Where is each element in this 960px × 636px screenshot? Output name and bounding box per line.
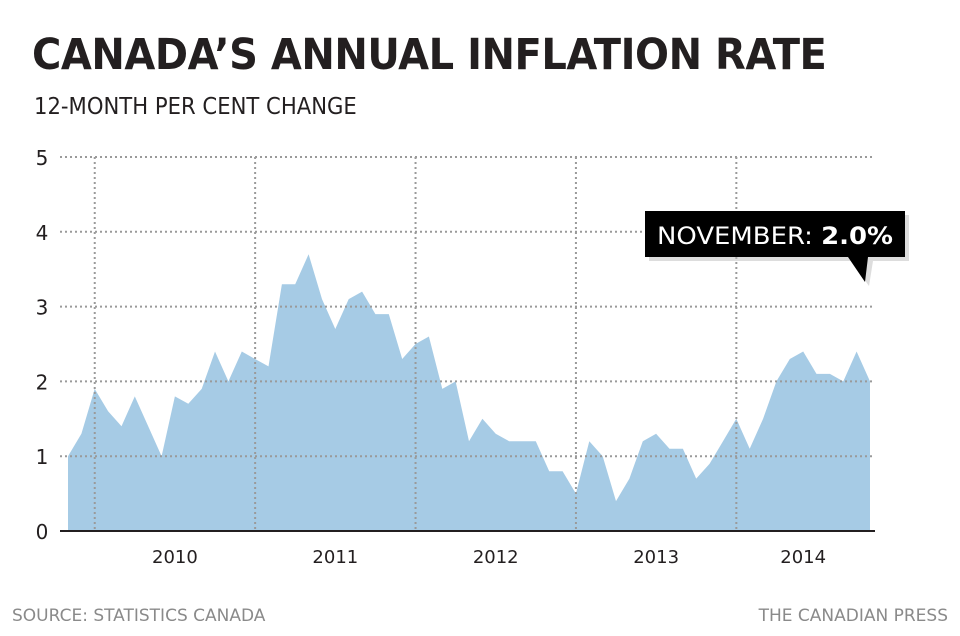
source-note: SOURCE: STATISTICS CANADA <box>12 606 266 626</box>
y-tick-label: 2 <box>36 370 49 394</box>
callout-label: NOVEMBER: 2.0% <box>657 222 893 250</box>
chart-subtitle: 12-MONTH PER CENT CHANGE <box>34 94 357 120</box>
callout-value: 2.0% <box>821 222 893 250</box>
callout-month: NOVEMBER: <box>657 222 821 250</box>
chart-title: CANADA’S ANNUAL INFLATION RATE <box>32 30 827 80</box>
x-tick-label: 2013 <box>633 547 679 568</box>
y-tick-label: 5 <box>36 146 49 170</box>
y-tick-label: 1 <box>36 445 49 469</box>
x-tick-label: 2012 <box>473 547 519 568</box>
y-tick-label: 4 <box>36 221 49 245</box>
x-tick-label: 2011 <box>312 547 358 568</box>
y-tick-label: 3 <box>36 296 49 320</box>
inflation-area <box>68 254 870 531</box>
x-tick-label: 2014 <box>780 547 826 568</box>
x-tick-label: 2010 <box>152 547 198 568</box>
credit-note: THE CANADIAN PRESS <box>758 606 948 626</box>
callout-box <box>645 211 905 282</box>
y-tick-label: 0 <box>36 520 49 544</box>
